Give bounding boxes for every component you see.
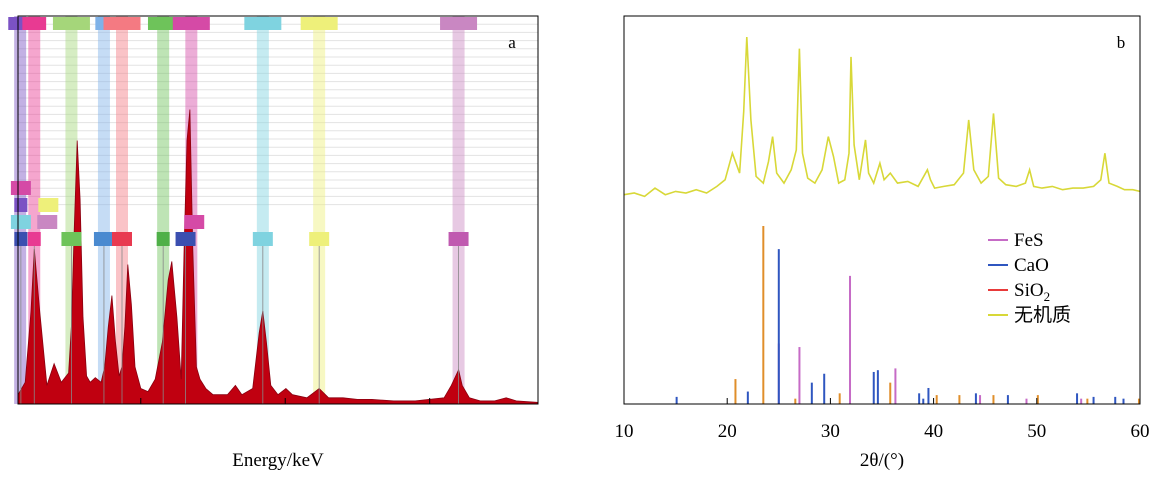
peak-label-box xyxy=(38,198,59,212)
legend-label: CaO xyxy=(1014,255,1049,276)
peak-label-box xyxy=(14,198,28,212)
panel-a-peak-labels xyxy=(10,181,469,404)
element-band-tag xyxy=(147,17,179,30)
peak-label-box xyxy=(112,232,132,246)
element-band xyxy=(452,16,465,404)
peak-label-box xyxy=(27,232,41,246)
element-band xyxy=(97,16,110,404)
element-band-tag xyxy=(244,17,282,30)
x-tick-label: 40 xyxy=(924,421,943,442)
panel-b-pattern xyxy=(623,36,1141,198)
peak-label-box xyxy=(448,232,469,246)
element-band-tag xyxy=(52,17,90,30)
x-tick-label: 30 xyxy=(821,421,840,442)
panel-a-x-ticks xyxy=(140,398,431,404)
x-tick-label: 20 xyxy=(718,421,737,442)
panel-b-frame xyxy=(623,15,1141,405)
x-tick-label: 50 xyxy=(1027,421,1046,442)
peak-label-box xyxy=(175,232,196,246)
peak-label-box xyxy=(252,232,273,246)
peak-label-box xyxy=(37,215,58,229)
peak-label-box xyxy=(10,215,31,229)
peak-label-box xyxy=(156,232,170,246)
peak-label-box xyxy=(93,232,114,246)
peak-label-box xyxy=(14,232,28,246)
legend-label: SiO2 xyxy=(1014,280,1050,304)
peak-label-box xyxy=(10,181,31,195)
panel-b-x-ticks: 10 20 30 40 50 60 xyxy=(615,398,1150,442)
panel-a-x-axis-label: Energy/keV xyxy=(232,450,324,471)
peak-label-box xyxy=(309,232,330,246)
x-tick-label: 60 xyxy=(1131,421,1150,442)
legend-label-subscript: 2 xyxy=(1044,289,1051,304)
legend-label-text: 无机质 xyxy=(1014,304,1071,326)
peak-label-box xyxy=(61,232,82,246)
element-band-tag xyxy=(22,17,47,30)
legend-label: FeS xyxy=(1014,230,1044,251)
panel-a-spectrum xyxy=(17,109,539,405)
spectrum-area xyxy=(17,109,539,405)
element-band xyxy=(256,16,269,404)
panel-a-plot-area xyxy=(18,16,538,404)
element-band xyxy=(116,16,128,404)
panel-a-letter: a xyxy=(508,33,516,52)
legend-label-text: FeS xyxy=(1014,230,1044,251)
element-band xyxy=(313,16,326,404)
element-band-tag xyxy=(300,17,338,30)
element-band-tag xyxy=(103,17,141,30)
element-band-tag xyxy=(172,17,210,30)
legend-label-text: CaO xyxy=(1014,255,1049,276)
element-band-tag xyxy=(440,17,478,30)
legend-label: 无机质 xyxy=(1014,304,1071,326)
peak-label-box xyxy=(184,215,205,229)
panel-a-frame xyxy=(17,15,539,405)
x-tick-label: 10 xyxy=(615,421,634,442)
pattern-line xyxy=(623,36,1141,198)
panel-b-reference-lines xyxy=(675,226,1140,404)
panel-a-grid xyxy=(18,23,538,206)
legend-label-text: SiO xyxy=(1014,280,1044,301)
panel-b-x-axis-label: 2θ/(°) xyxy=(860,450,904,471)
panel-b-plot-area xyxy=(624,16,1140,404)
panel-a-chart: a Energy/keV xyxy=(8,15,539,471)
panel-b-letter: b xyxy=(1117,33,1126,52)
